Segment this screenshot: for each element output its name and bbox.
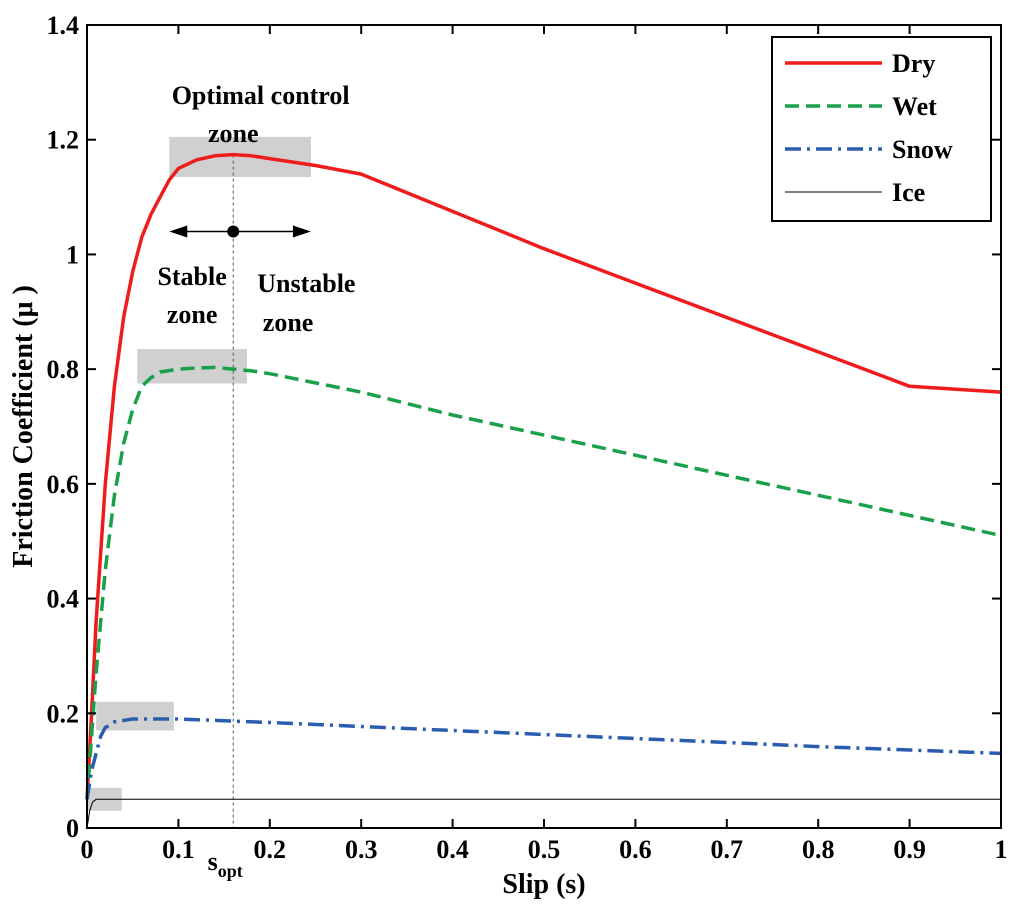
arrow-head-right	[292, 225, 311, 238]
legend: Dry Wet Snow Ice	[771, 36, 992, 222]
optimal-point-dot	[227, 225, 240, 238]
s-opt-subscript: opt	[218, 861, 243, 881]
y-tick-label: 1.4	[47, 11, 80, 40]
x-axis-title: Slip (s)	[502, 869, 585, 900]
x-tick-label: 0.6	[619, 835, 652, 864]
x-tick-label: 0	[81, 835, 94, 864]
x-tick-label: 0.8	[802, 835, 835, 864]
x-tick-label: 0.2	[254, 835, 287, 864]
unstable-zone-label: Unstable	[257, 269, 355, 298]
x-tick-label: 0.3	[345, 835, 378, 864]
unstable-zone-label-zone: zone	[263, 308, 314, 337]
legend-label-ice: Ice	[892, 178, 925, 207]
series-snow	[85, 717, 1002, 800]
y-tick-label: 0.6	[47, 470, 80, 499]
stable-zone-label-zone: zone	[167, 300, 218, 329]
stable-zone-label: Stable	[157, 262, 226, 291]
series-lines	[85, 152, 1002, 829]
legend-label-dry: Dry	[892, 49, 935, 78]
highlight-box-snow-optimal	[96, 701, 174, 731]
x-tick-label: 0.4	[436, 835, 469, 864]
stability-arrow	[169, 225, 311, 238]
optimal-control-label-zone: zone	[208, 119, 259, 148]
series-dry	[85, 152, 1002, 800]
y-tick-label: 0.2	[47, 699, 80, 728]
axis-ticks: 0 0.1 0.2 0.3 0.4 0.5 0.6 0.7 0.8 0.9 1 0 0.2 0.4 0.6 0…	[47, 11, 1008, 864]
series-ice	[86, 798, 1001, 829]
highlight-box-dry-optimal	[169, 136, 311, 177]
y-tick-label: 0	[66, 814, 79, 843]
x-tick-label: 0.9	[893, 835, 926, 864]
optimal-zone-highlights	[87, 136, 311, 811]
y-axis-title: Friction Coefficient (μ )	[8, 285, 39, 568]
arrow-head-left	[169, 225, 188, 238]
x-tick-label: 0.1	[162, 835, 195, 864]
s-opt-symbol: s	[208, 847, 218, 876]
y-tick-label: 0.8	[47, 355, 80, 384]
s-opt-tick-label: sopt	[208, 847, 243, 881]
legend-frame	[771, 36, 992, 222]
x-tick-label: 0.5	[528, 835, 561, 864]
x-tick-label: 0.7	[711, 835, 744, 864]
y-tick-label: 0.4	[47, 585, 80, 614]
series-wet	[85, 365, 1002, 800]
optimal-control-label: Optimal control	[172, 81, 350, 110]
legend-label-wet: Wet	[892, 92, 937, 121]
y-tick-label: 1	[66, 240, 79, 269]
x-tick-label: 1	[995, 835, 1008, 864]
legend-label-snow: Snow	[892, 135, 953, 164]
highlight-box-wet-optimal	[137, 349, 247, 384]
y-tick-label: 1.2	[47, 126, 80, 155]
